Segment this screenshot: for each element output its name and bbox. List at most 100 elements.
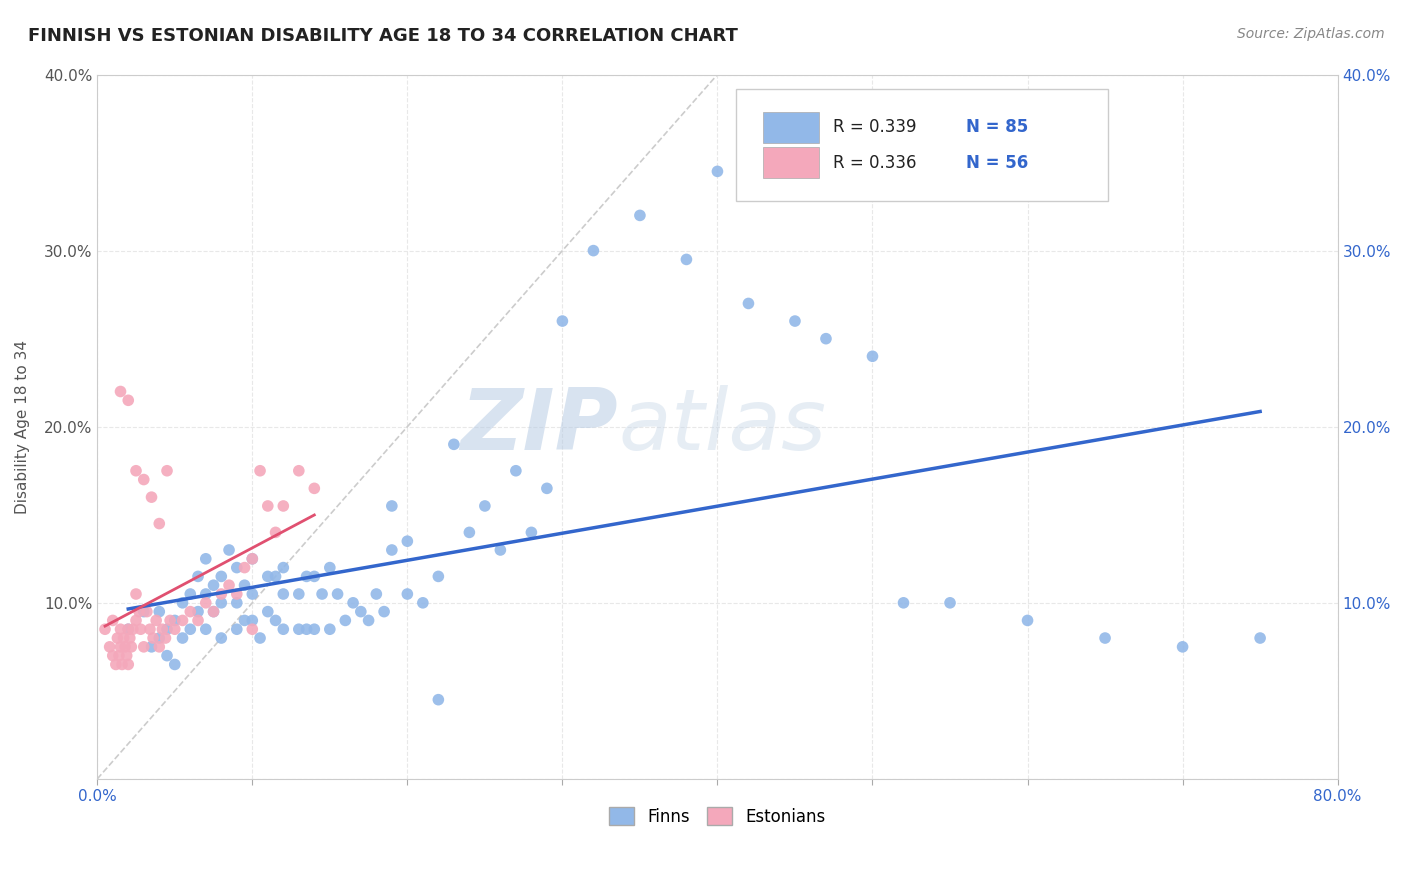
Point <box>179 605 201 619</box>
Point <box>326 587 349 601</box>
Text: atlas: atlas <box>619 385 827 468</box>
Point <box>319 622 342 636</box>
Text: N = 85: N = 85 <box>966 119 1028 136</box>
Point <box>264 525 287 540</box>
Point <box>141 640 163 654</box>
Point <box>145 614 167 628</box>
Point <box>304 569 326 583</box>
Text: Source: ZipAtlas.com: Source: ZipAtlas.com <box>1237 27 1385 41</box>
Point <box>172 631 194 645</box>
Point <box>128 605 150 619</box>
Text: ZIP: ZIP <box>461 385 619 468</box>
Point <box>249 631 271 645</box>
Point <box>142 631 165 645</box>
Point <box>115 648 138 663</box>
Point <box>179 587 201 601</box>
Point <box>159 614 181 628</box>
Point <box>396 587 419 601</box>
Point <box>288 587 311 601</box>
Point <box>342 596 364 610</box>
Point <box>458 525 481 540</box>
Point <box>107 631 129 645</box>
Point <box>110 622 132 636</box>
Point <box>194 596 217 610</box>
Point <box>112 631 135 645</box>
Point <box>443 437 465 451</box>
Point <box>118 631 141 645</box>
Point <box>1171 640 1194 654</box>
Point <box>582 244 605 258</box>
Point <box>117 622 139 636</box>
Point <box>1017 614 1039 628</box>
Point <box>218 578 240 592</box>
Point <box>862 349 884 363</box>
Point <box>194 551 217 566</box>
Point <box>218 543 240 558</box>
Point <box>187 605 209 619</box>
Point <box>783 314 806 328</box>
Point <box>111 657 134 672</box>
Point <box>194 587 217 601</box>
Point <box>156 648 179 663</box>
Text: R = 0.336: R = 0.336 <box>832 153 917 171</box>
Point <box>264 614 287 628</box>
Point <box>288 464 311 478</box>
FancyBboxPatch shape <box>737 88 1108 202</box>
Point <box>117 393 139 408</box>
Point <box>209 631 232 645</box>
Point <box>172 614 194 628</box>
Point <box>350 605 373 619</box>
Point <box>194 622 217 636</box>
Point <box>240 622 263 636</box>
Point <box>233 560 256 574</box>
Text: FINNISH VS ESTONIAN DISABILITY AGE 18 TO 34 CORRELATION CHART: FINNISH VS ESTONIAN DISABILITY AGE 18 TO… <box>28 27 738 45</box>
Point <box>108 648 131 663</box>
Point <box>225 596 247 610</box>
Y-axis label: Disability Age 18 to 34: Disability Age 18 to 34 <box>15 340 30 514</box>
Point <box>304 481 326 495</box>
Point <box>104 657 127 672</box>
Point <box>94 622 117 636</box>
Point <box>520 525 543 540</box>
Point <box>135 605 157 619</box>
Point <box>536 481 558 495</box>
Point <box>179 622 201 636</box>
Point <box>412 596 434 610</box>
Point <box>489 543 512 558</box>
Point <box>893 596 915 610</box>
Point <box>110 640 132 654</box>
FancyBboxPatch shape <box>763 112 820 144</box>
Point <box>271 622 294 636</box>
Point <box>939 596 962 610</box>
Text: N = 56: N = 56 <box>966 153 1028 171</box>
Point <box>114 640 136 654</box>
Point <box>256 569 278 583</box>
Point <box>139 622 162 636</box>
Point <box>117 622 139 636</box>
Point <box>427 692 450 706</box>
Point <box>209 569 232 583</box>
Point <box>335 614 357 628</box>
Point <box>256 499 278 513</box>
Point <box>209 596 232 610</box>
Point <box>396 534 419 549</box>
Point <box>156 622 179 636</box>
Point <box>132 605 155 619</box>
Text: R = 0.339: R = 0.339 <box>832 119 917 136</box>
Point <box>148 640 170 654</box>
Point <box>240 614 263 628</box>
Point <box>132 640 155 654</box>
Point <box>141 490 163 504</box>
Point <box>150 622 173 636</box>
Point <box>271 560 294 574</box>
Point <box>381 499 404 513</box>
Point <box>122 622 145 636</box>
Point <box>148 605 170 619</box>
Point <box>256 605 278 619</box>
Point <box>295 622 318 636</box>
Point <box>148 516 170 531</box>
Point <box>101 648 124 663</box>
Point <box>240 587 263 601</box>
Point <box>551 314 574 328</box>
Point <box>675 252 697 267</box>
